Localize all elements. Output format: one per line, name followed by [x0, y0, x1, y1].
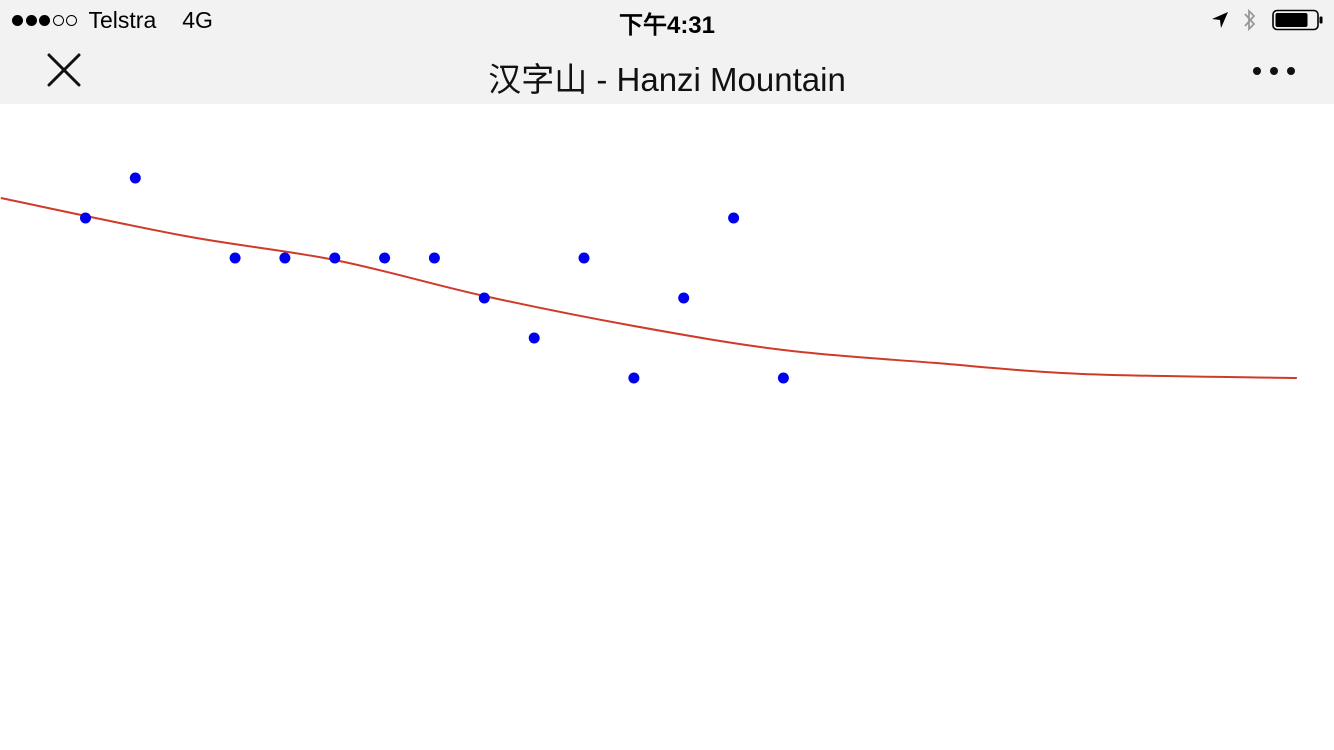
carrier-name: Telstra: [88, 6, 157, 33]
data-point: [329, 252, 341, 264]
chart-area: [0, 104, 1334, 750]
bluetooth-icon: [1242, 7, 1258, 33]
data-point: [728, 212, 740, 224]
network-type: 4G: [182, 6, 213, 33]
scatter-chart: [0, 172, 1297, 384]
signal-dot: [12, 14, 23, 26]
data-point: [229, 252, 241, 264]
data-point: [428, 252, 440, 264]
data-point: [678, 292, 690, 304]
status-time: 下午4:31: [618, 12, 716, 39]
status-left: Telstra 4G: [12, 6, 213, 34]
status-right: [1210, 6, 1324, 34]
data-point: [129, 172, 141, 184]
data-point: [777, 372, 789, 384]
data-point: [379, 252, 391, 264]
signal-strength-icon: [12, 14, 80, 26]
data-point: [628, 372, 640, 384]
data-point: [478, 292, 490, 304]
data-point: [279, 252, 291, 264]
close-button[interactable]: [40, 50, 88, 94]
signal-dot: [39, 14, 50, 26]
signal-dot: [52, 14, 64, 26]
trend-line: [0, 197, 1297, 379]
location-arrow-icon: [1210, 10, 1230, 30]
data-point: [528, 332, 540, 344]
close-icon: [47, 53, 81, 92]
more-options-button[interactable]: [1244, 52, 1304, 92]
signal-dot: [66, 14, 77, 26]
battery-icon: [1272, 9, 1324, 31]
battery-level-fill: [1275, 13, 1308, 27]
more-dots-icon: [1252, 63, 1296, 81]
page-title: 汉字山 - Hanzi Mountain: [488, 61, 846, 98]
data-point: [578, 252, 590, 264]
data-point: [80, 212, 91, 224]
navigation-bar: 汉字山 - Hanzi Mountain: [0, 40, 1334, 104]
signal-dot: [25, 14, 37, 26]
status-bar: Telstra 4G 下午4:31: [0, 0, 1334, 40]
